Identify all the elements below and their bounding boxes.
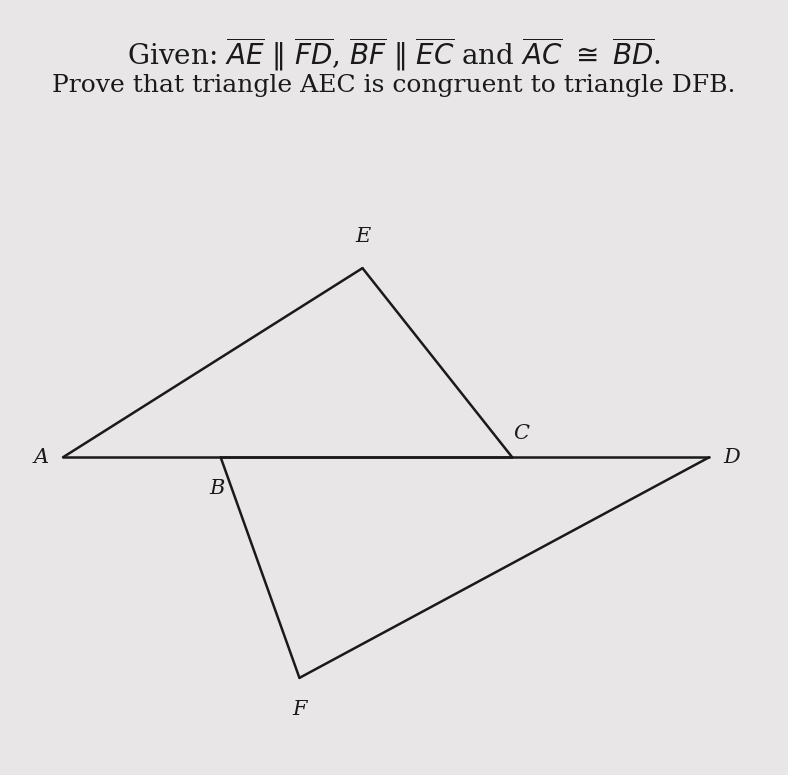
Text: Given: $\overline{AE}$ $\|$ $\overline{FD}$, $\overline{BF}$ $\|$ $\overline{EC}: Given: $\overline{AE}$ $\|$ $\overline{F…: [127, 35, 661, 73]
Text: Prove that triangle AEC is congruent to triangle DFB.: Prove that triangle AEC is congruent to …: [52, 74, 736, 97]
Text: C: C: [514, 424, 530, 443]
Text: E: E: [355, 227, 370, 246]
Text: B: B: [209, 479, 225, 498]
Text: D: D: [723, 448, 740, 467]
Text: F: F: [292, 700, 307, 719]
Text: A: A: [33, 448, 49, 467]
